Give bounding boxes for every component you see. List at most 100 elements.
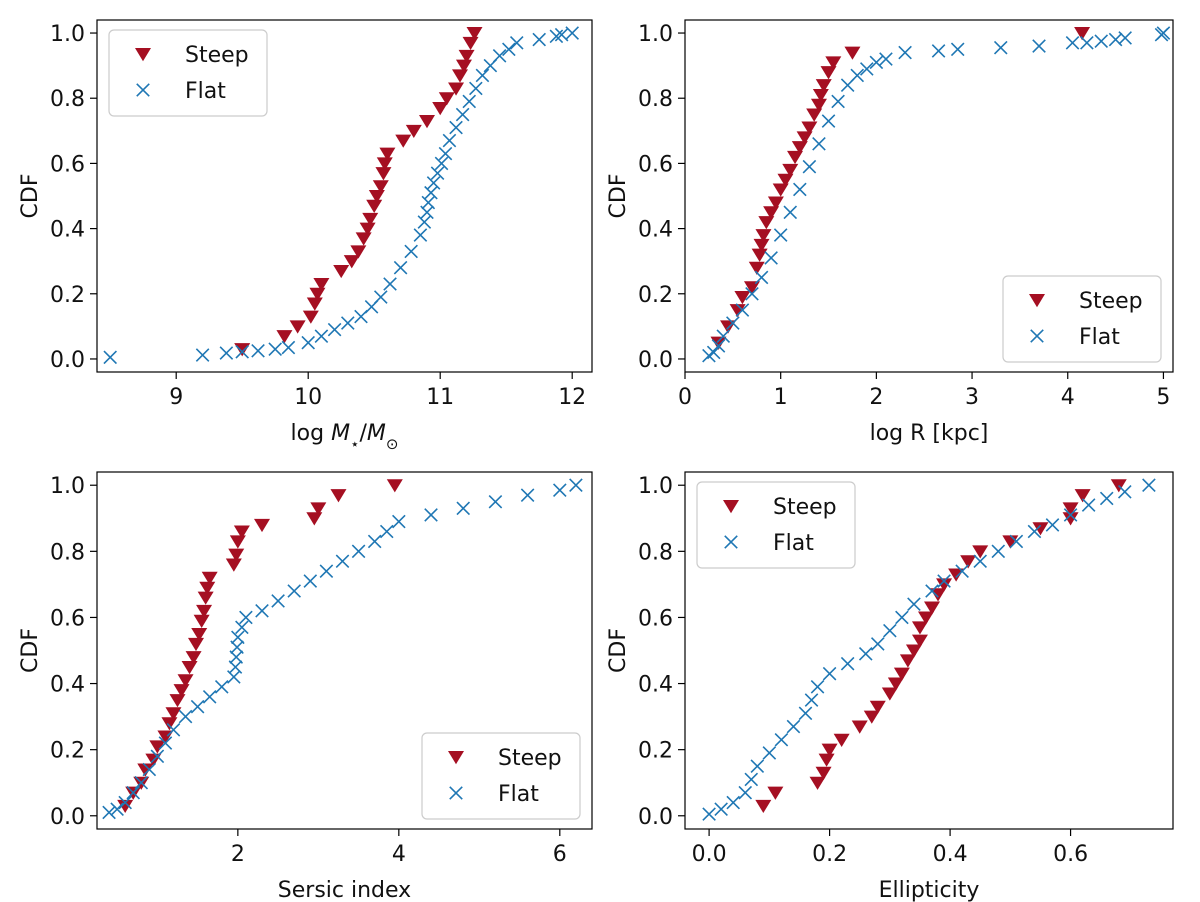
x-tick-label: 2 [869, 385, 883, 410]
data-point-steep [234, 343, 251, 357]
data-point-steep [710, 336, 727, 350]
data-point-flat [1032, 39, 1046, 53]
data-point-flat [774, 732, 789, 747]
data-point-steep [801, 121, 818, 135]
data-point-steep [181, 661, 198, 675]
data-point-flat [303, 574, 318, 588]
data-point-flat [532, 32, 547, 47]
data-point-flat [502, 42, 516, 57]
data-point-flat [783, 205, 798, 220]
data-point-steep [812, 88, 829, 103]
chart-panel-2: 0.0 0.2 0.4 0.6 0.8 1.0 0 1 2 3 4 5 CDF log R [kpc] St… [606, 19, 1174, 446]
data-point-steep [809, 776, 826, 790]
data-point-steep [729, 304, 746, 318]
legend-marker-steep [723, 500, 739, 514]
data-point-steep [972, 545, 989, 559]
data-point-steep [452, 69, 468, 83]
data-point-flat [455, 107, 470, 122]
plot-frame [684, 471, 1174, 830]
legend: Steep Flat [1002, 275, 1162, 363]
data-point-flat [831, 94, 845, 109]
data-point-flat [850, 68, 865, 83]
data-point-flat [393, 260, 408, 275]
data-point-flat [239, 610, 253, 625]
y-tick-label: 0.8 [638, 87, 673, 112]
data-point-steep [758, 216, 775, 230]
data-point-steep [821, 743, 838, 757]
data-point-flat [716, 329, 731, 343]
data-point-steep [767, 786, 784, 800]
data-point-flat [898, 45, 912, 60]
data-point-steep [419, 115, 435, 129]
data-point-flat [883, 623, 897, 638]
x-axis-label-part: / [359, 421, 367, 446]
legend-label-steep: Steep [773, 495, 837, 520]
y-tick-label: 1.0 [50, 474, 85, 499]
data-point-steep [772, 183, 789, 197]
data-point-steep [787, 150, 804, 165]
data-point-flat [1099, 491, 1114, 506]
data-point-steep [355, 232, 372, 246]
data-point-steep [930, 588, 947, 602]
y-tick-label: 0.6 [638, 606, 673, 631]
data-point-flat [706, 345, 721, 360]
series-flat [103, 26, 580, 365]
legend-label-flat: Flat [773, 531, 814, 556]
data-point-steep [905, 644, 922, 658]
data-point-flat [1063, 508, 1078, 522]
legend-marker-flat [1030, 329, 1044, 343]
data-point-flat [235, 620, 249, 635]
legend-marker-flat [449, 786, 463, 800]
data-point-flat [178, 709, 193, 724]
data-point-steep [330, 489, 347, 503]
y-tick-label: 0.0 [50, 805, 85, 830]
data-point-steep [825, 56, 842, 70]
data-point-steep [833, 733, 850, 747]
data-point-steep [379, 147, 396, 161]
data-point-steep [310, 502, 327, 516]
data-point-flat [762, 746, 777, 760]
plot-frame [96, 19, 593, 373]
x-tick-label: 11 [426, 385, 454, 410]
data-point-flat [840, 656, 855, 671]
data-point-steep [844, 46, 861, 60]
y-tick-label: 0.8 [638, 540, 673, 565]
data-point-steep [755, 229, 772, 243]
data-point-flat [492, 49, 507, 63]
data-point-steep [869, 700, 886, 714]
data-point-steep [225, 558, 242, 572]
series-steep [234, 27, 483, 357]
x-axis-label-part: log [291, 421, 332, 446]
data-point-flat [351, 544, 366, 559]
data-point-flat [991, 544, 1006, 559]
data-point-flat [195, 348, 210, 362]
data-point-steep [917, 611, 934, 625]
data-point-flat [231, 630, 245, 645]
data-point-steep [887, 677, 904, 691]
data-point-steep [395, 134, 412, 148]
data-point-steep [254, 518, 270, 533]
legend-label-steep: Steep [185, 43, 249, 68]
data-point-steep [386, 479, 403, 493]
data-point-steep [165, 707, 182, 721]
data-point-steep [1074, 489, 1091, 503]
y-axis-label: CDF [18, 628, 43, 673]
data-point-steep [177, 674, 194, 688]
data-point-steep [753, 238, 770, 253]
legend-label-steep: Steep [1079, 289, 1143, 314]
x-tick-label: 9 [169, 385, 183, 410]
data-point-steep [173, 684, 190, 698]
data-point-steep [233, 525, 250, 539]
data-point-steep [960, 555, 977, 569]
data-point-flat [434, 156, 449, 171]
data-point-flat [102, 805, 116, 820]
x-tick-label: 4 [1061, 385, 1075, 410]
data-point-steep [815, 79, 832, 93]
x-axis-label-part: ⊙ [386, 435, 399, 453]
data-point-flat [520, 488, 535, 502]
data-point-flat [750, 759, 765, 773]
x-axis-label-part: M [367, 421, 386, 446]
data-point-steep [911, 621, 928, 635]
data-point-steep [767, 196, 784, 210]
